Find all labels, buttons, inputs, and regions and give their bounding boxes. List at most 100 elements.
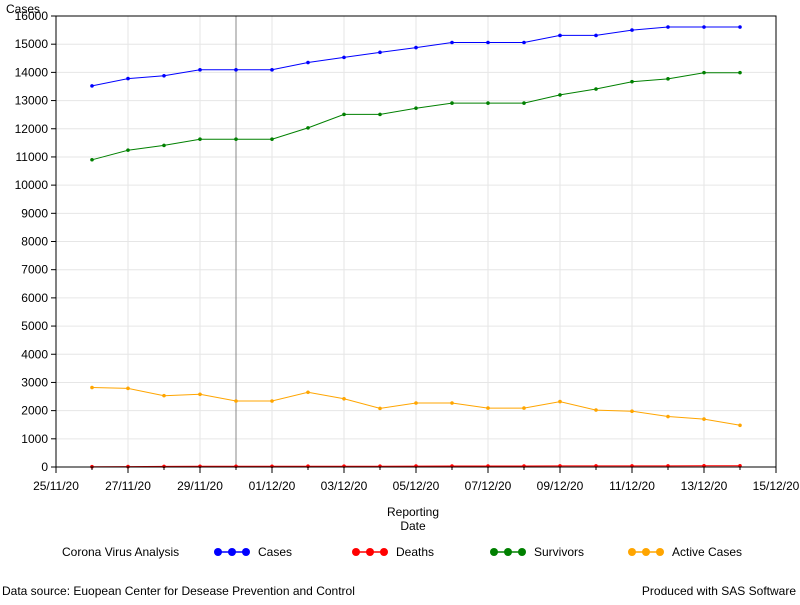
data-point-survivors xyxy=(522,101,526,105)
data-point-survivors xyxy=(306,126,310,130)
legend-swatch-marker-deaths xyxy=(380,548,388,556)
y-tick-label: 3000 xyxy=(21,375,48,389)
data-point-cases xyxy=(630,28,634,32)
data-point-cases xyxy=(522,40,526,45)
x-tick-label: 27/11/20 xyxy=(105,479,151,493)
data-point-cases xyxy=(234,68,238,72)
data-point-cases xyxy=(414,45,418,50)
y-tick-label: 4000 xyxy=(21,347,48,361)
legend-swatch-marker-cases xyxy=(214,548,222,556)
data-point-cases xyxy=(738,25,742,29)
x-tick-label: 01/12/20 xyxy=(249,479,296,493)
y-tick-label: 5000 xyxy=(21,319,48,333)
data-point-active-cases xyxy=(162,393,166,398)
y-tick-label: 9000 xyxy=(21,206,48,220)
legend: Corona Virus Analysis Cases Deaths Survivo… xyxy=(62,545,742,559)
data-point-active-cases xyxy=(450,401,454,405)
data-point-active-cases xyxy=(378,406,382,411)
x-axis-label-line-1: Reporting xyxy=(387,505,439,519)
data-point-active-cases xyxy=(738,423,742,428)
legend-label-deaths: Deaths xyxy=(396,545,434,559)
y-tick-label: 15000 xyxy=(15,37,49,51)
data-point-active-cases xyxy=(342,396,346,401)
data-point-cases xyxy=(558,33,562,38)
data-point-survivors xyxy=(414,106,418,110)
x-tick-label: 07/12/20 xyxy=(465,479,512,493)
data-point-cases xyxy=(306,60,310,65)
legend-label-active-cases: Active Cases xyxy=(672,545,742,559)
y-tick-label: 2000 xyxy=(21,404,48,418)
data-point-active-cases xyxy=(630,409,634,413)
x-tick-label: 05/12/20 xyxy=(393,479,440,493)
data-point-active-cases xyxy=(594,408,598,412)
y-tick-label: 7000 xyxy=(21,263,48,277)
data-point-cases xyxy=(378,50,382,55)
data-point-active-cases xyxy=(234,399,238,403)
legend-swatch-marker-active-cases xyxy=(656,548,664,556)
data-point-survivors xyxy=(162,143,166,148)
data-point-active-cases xyxy=(306,390,310,395)
data-point-cases xyxy=(342,55,346,60)
legend-swatch-marker-active-cases xyxy=(628,548,636,556)
y-tick-label: 8000 xyxy=(21,235,48,249)
x-tick-label: 25/11/20 xyxy=(33,479,79,493)
y-axis: 0 1000 2000 3000 4000 5000 6000 7000 8000 9000 100… xyxy=(15,9,56,474)
legend-swatch-marker-deaths xyxy=(352,548,360,556)
data-point-cases xyxy=(486,40,490,45)
legend-title: Corona Virus Analysis xyxy=(62,545,179,559)
y-tick-label: 6000 xyxy=(21,291,48,305)
data-point-survivors xyxy=(342,112,346,117)
data-point-survivors xyxy=(198,137,202,141)
y-tick-label: 0 xyxy=(41,460,48,474)
series-group xyxy=(90,25,742,469)
data-point-survivors xyxy=(234,137,238,141)
data-point-survivors xyxy=(666,77,670,81)
data-point-active-cases xyxy=(522,406,526,410)
data-point-survivors xyxy=(270,137,274,141)
legend-swatch-marker-cases xyxy=(242,548,250,556)
data-point-survivors xyxy=(594,87,598,91)
data-point-survivors xyxy=(486,101,490,105)
data-point-active-cases xyxy=(558,399,562,404)
x-tick-label: 29/11/20 xyxy=(177,479,223,493)
y-tick-label: 14000 xyxy=(15,65,49,79)
y-tick-label: 13000 xyxy=(15,94,49,108)
grid-lines xyxy=(55,15,777,468)
data-point-cases xyxy=(90,84,94,88)
data-point-cases xyxy=(702,25,706,29)
legend-swatch-marker-survivors xyxy=(490,548,498,556)
y-tick-label: 12000 xyxy=(15,122,49,136)
data-point-active-cases xyxy=(270,399,274,403)
y-axis-label: Cases xyxy=(6,2,40,16)
data-point-active-cases xyxy=(486,406,490,410)
y-tick-label: 1000 xyxy=(21,432,48,446)
legend-swatch-marker-survivors xyxy=(504,548,512,556)
legend-swatch-marker-active-cases xyxy=(642,548,650,556)
x-axis-label-line-2: Date xyxy=(400,519,426,533)
data-point-active-cases xyxy=(666,414,670,419)
data-point-survivors xyxy=(702,70,706,75)
x-tick-label: 11/12/20 xyxy=(609,479,655,493)
data-point-active-cases xyxy=(702,417,706,421)
x-tick-label: 15/12/20 xyxy=(753,479,800,493)
legend-swatch-marker-cases xyxy=(228,548,236,556)
data-point-cases xyxy=(594,33,598,38)
data-point-cases xyxy=(162,73,166,78)
data-point-survivors xyxy=(630,79,634,84)
data-point-active-cases xyxy=(126,386,130,391)
x-tick-label: 13/12/20 xyxy=(681,479,728,493)
footer-produced-with: Produced with SAS Software xyxy=(641,584,796,598)
legend-label-cases: Cases xyxy=(258,545,292,559)
data-point-active-cases xyxy=(414,401,418,405)
data-point-survivors xyxy=(558,93,562,97)
legend-swatch-marker-deaths xyxy=(366,548,374,556)
x-tick-label: 03/12/20 xyxy=(321,479,368,493)
data-point-survivors xyxy=(450,101,454,105)
x-tick-label: 09/12/20 xyxy=(537,479,584,493)
footer-data-source: Data source: Euopean Center for Desease … xyxy=(2,584,355,598)
data-point-cases xyxy=(666,25,670,29)
y-tick-label: 11000 xyxy=(16,150,49,164)
data-point-survivors xyxy=(126,148,130,152)
data-point-cases xyxy=(270,68,274,72)
